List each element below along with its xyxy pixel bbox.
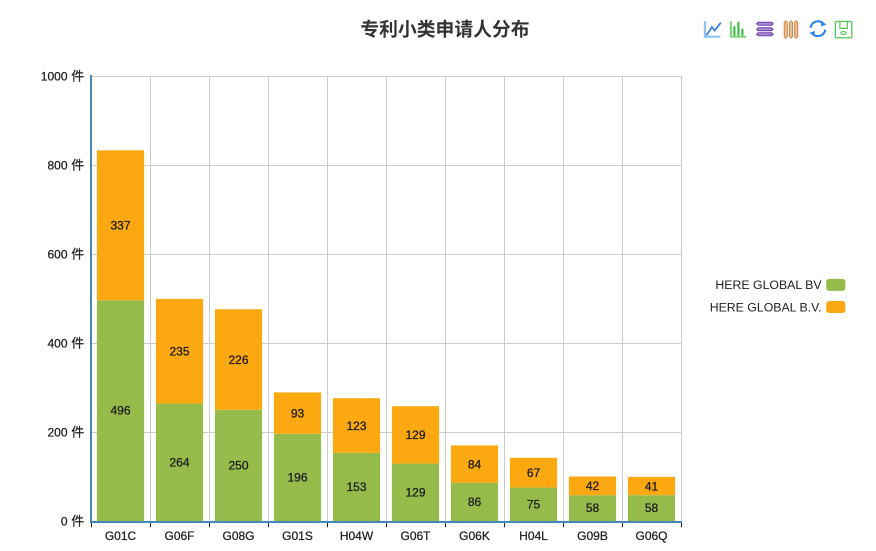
svg-text:H04W: H04W bbox=[340, 529, 374, 543]
svg-text:496: 496 bbox=[110, 404, 130, 418]
svg-text:58: 58 bbox=[586, 501, 600, 515]
svg-text:G08G: G08G bbox=[222, 529, 254, 543]
svg-text:235: 235 bbox=[169, 345, 189, 359]
svg-text:200: 200 bbox=[47, 425, 67, 439]
svg-text:0: 0 bbox=[61, 514, 68, 528]
svg-text:HERE GLOBAL BV: HERE GLOBAL BV bbox=[715, 278, 822, 292]
svg-text:G06F: G06F bbox=[164, 529, 194, 543]
svg-text:196: 196 bbox=[287, 470, 307, 484]
svg-text:HERE GLOBAL B.V.: HERE GLOBAL B.V. bbox=[710, 301, 822, 315]
svg-text:58: 58 bbox=[645, 501, 659, 515]
svg-text:129: 129 bbox=[405, 485, 425, 499]
svg-text:264: 264 bbox=[169, 455, 189, 469]
svg-text:G09B: G09B bbox=[577, 529, 608, 543]
svg-text:G06Q: G06Q bbox=[635, 529, 667, 543]
svg-text:800: 800 bbox=[47, 158, 67, 172]
svg-text:250: 250 bbox=[228, 458, 248, 472]
svg-text:123: 123 bbox=[346, 419, 366, 433]
svg-text:1000: 1000 bbox=[41, 69, 68, 83]
svg-text:H04L: H04L bbox=[519, 529, 548, 543]
svg-text:226: 226 bbox=[228, 353, 248, 367]
svg-text:600: 600 bbox=[47, 247, 67, 261]
svg-text:129: 129 bbox=[405, 428, 425, 442]
svg-text:67: 67 bbox=[527, 466, 541, 480]
svg-text:G06K: G06K bbox=[459, 529, 490, 543]
svg-text:42: 42 bbox=[586, 479, 600, 493]
svg-text:400: 400 bbox=[47, 336, 67, 350]
svg-text:G06T: G06T bbox=[400, 529, 431, 543]
svg-text:G01S: G01S bbox=[282, 529, 313, 543]
svg-text:41: 41 bbox=[645, 479, 659, 493]
svg-text:75: 75 bbox=[527, 497, 541, 511]
svg-text:93: 93 bbox=[291, 406, 305, 420]
svg-text:337: 337 bbox=[110, 219, 130, 233]
svg-text:G01C: G01C bbox=[105, 529, 137, 543]
svg-text:153: 153 bbox=[346, 480, 366, 494]
svg-text:86: 86 bbox=[468, 495, 482, 509]
svg-text:84: 84 bbox=[468, 457, 482, 471]
